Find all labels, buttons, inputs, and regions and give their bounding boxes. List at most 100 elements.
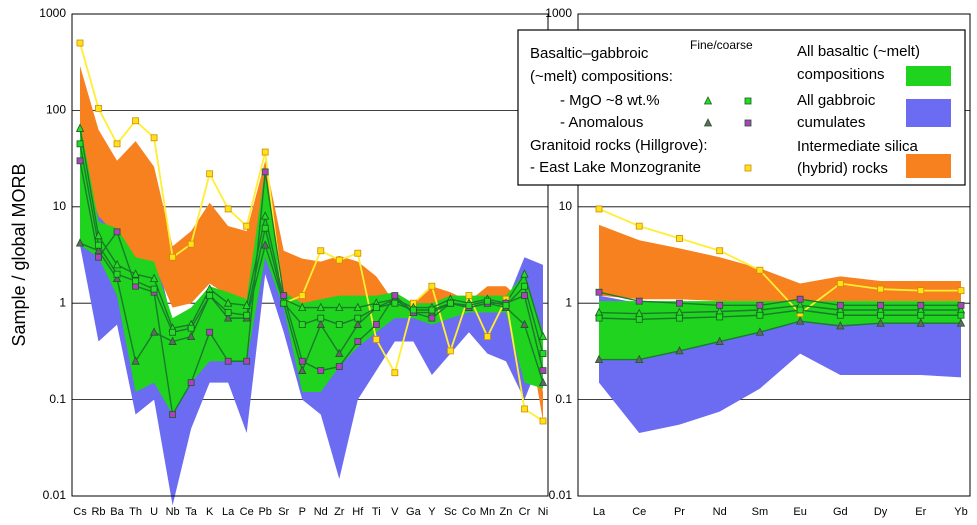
series-line [598,291,961,307]
marker [635,354,644,363]
marker [354,249,362,257]
x-tick-label: Nd [713,506,727,518]
x-tick-label: Pb [258,506,271,518]
marker [317,367,325,374]
marker [796,306,804,314]
marker [756,301,764,309]
legend-text: Basaltic–gabbroic [530,45,649,62]
marker [242,300,251,309]
marker [595,288,603,296]
marker [132,277,139,285]
y-tick-label: 0.01 [549,488,573,502]
x-tick-label: Y [428,506,436,518]
marker [261,148,269,156]
marker [538,331,548,341]
marker [676,314,683,322]
range-band [599,224,961,304]
marker [428,282,436,290]
y-tick-label: 1 [59,295,66,309]
legend-text: - MgO ~8 wt.% [560,92,660,109]
marker [298,357,306,365]
marker [113,270,121,278]
marker [391,292,399,299]
legend-swatch [906,99,951,127]
marker [76,157,84,165]
marker [335,363,343,370]
marker [595,314,603,322]
marker [836,321,845,330]
marker [131,269,140,278]
legend: Basaltic–gabbroic (~melt) compositions: … [517,29,966,186]
x-tick-label: K [206,506,214,518]
marker [521,292,528,299]
marker [877,285,884,293]
marker [917,287,925,295]
marker [877,311,884,319]
marker [113,140,121,148]
x-tick-label: Yb [954,506,967,518]
x-tick-label: Co [462,506,476,518]
marker [187,240,195,248]
marker [917,301,925,309]
x-tick-label: La [222,506,235,518]
marker [335,302,344,312]
marker [744,119,752,127]
marker [335,321,343,328]
x-tick-label: Th [129,506,142,518]
marker [335,256,343,264]
marker [243,222,251,230]
x-tick-label: Ti [372,506,381,518]
marker [113,228,121,236]
marker [75,238,85,247]
marker [446,347,454,355]
marker [169,253,177,261]
marker [75,123,85,132]
legend-text: cumulates [797,114,865,131]
marker [298,321,306,328]
x-tick-label: Mn [480,506,495,518]
marker [94,245,103,255]
marker [484,297,491,305]
legend-swatch [906,154,951,178]
marker [169,411,177,418]
x-tick-label: Sc [444,506,457,518]
marker [206,328,214,336]
x-tick-label: Ga [406,506,422,518]
marker [187,324,195,332]
marker [594,354,604,363]
marker [836,280,844,287]
marker [428,306,436,314]
marker [703,96,713,105]
marker [224,205,232,213]
x-tick-label: Er [915,506,926,518]
y-tick-label: 100 [46,103,66,117]
legend-text: - Anomalous [560,114,643,131]
legend-text: Fine/coarse [690,38,753,52]
marker [755,327,765,336]
marker [715,336,724,345]
marker [224,298,233,307]
x-tick-label: U [150,506,158,518]
marker [744,164,752,172]
marker [261,211,270,220]
marker [539,367,547,374]
marker [95,253,102,261]
marker [316,319,325,328]
marker [317,247,325,255]
marker [520,319,529,328]
marker [186,331,196,341]
series-line [599,320,961,361]
marker [224,313,233,322]
y-tick-label: 0.1 [49,392,66,406]
x-tick-label: Nb [166,506,180,518]
marker [795,316,805,325]
marker [261,224,269,232]
panel: 0.01 0.1 1 10 100 1000 Cs Rb Ba Th U Nb Ta K La Ce Pb Sr P… [39,6,549,518]
legend-text: - East Lake Monzogranite [530,159,701,176]
x-tick-label: Zn [500,506,513,518]
y-tick-label: 0.01 [43,488,67,502]
marker [150,285,158,293]
y-tick-label: 1000 [39,6,66,20]
marker [957,311,965,319]
